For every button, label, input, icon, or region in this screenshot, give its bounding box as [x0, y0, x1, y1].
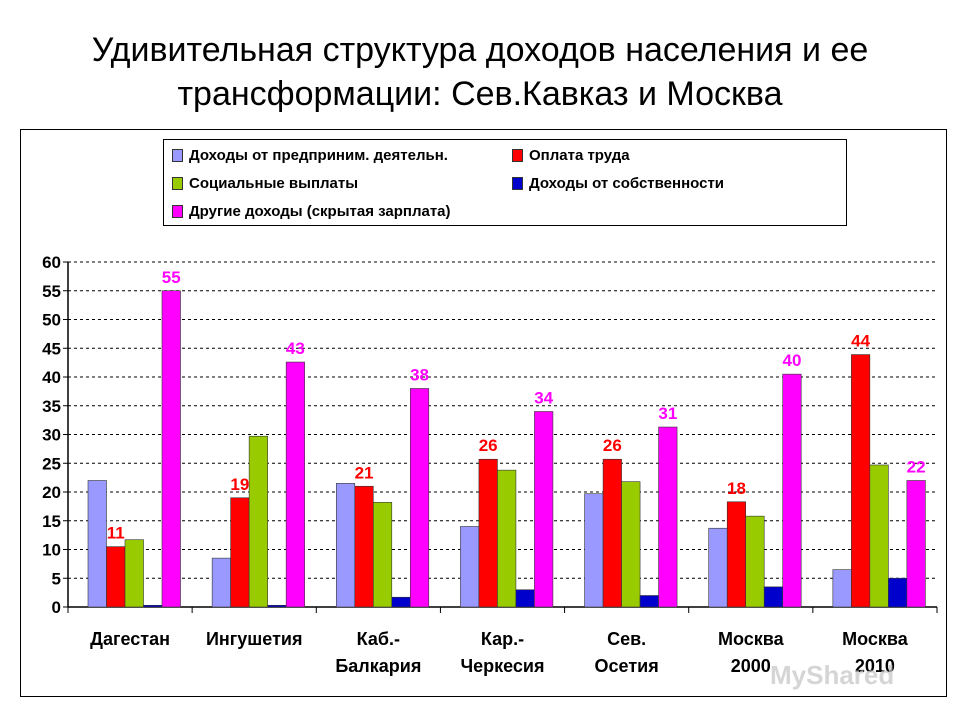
- title-line-2: трансформации: Сев.Кавказ и Москва: [177, 75, 783, 113]
- bar-other: [534, 411, 554, 608]
- bar-entrepreneurial: [832, 569, 852, 608]
- data-label-wages: 26: [479, 436, 498, 455]
- bar-other: [285, 361, 305, 608]
- category-label: Кар.-: [481, 629, 524, 649]
- y-tick-label: 55: [42, 282, 61, 301]
- slide-title: Удивительная структура доходов населения…: [0, 28, 960, 116]
- bar-social: [497, 469, 517, 608]
- category-label: Балкария: [335, 656, 421, 676]
- legend-label-entrepreneurial: Доходы от предприним. деятельн.: [189, 146, 448, 164]
- data-label-other: 38: [410, 366, 429, 385]
- bar-wages: [230, 497, 250, 608]
- category-label: Осетия: [595, 656, 659, 676]
- bar-wages: [851, 354, 871, 608]
- data-label-wages: 11: [107, 524, 125, 543]
- legend-item-other: Другие доходы (скрытая зарплата): [172, 201, 451, 221]
- data-label-other: 43: [286, 339, 305, 358]
- bar-property: [639, 595, 659, 608]
- bar-social: [248, 435, 268, 608]
- bar-other: [782, 373, 802, 608]
- legend-item-wages: Оплата труда: [512, 145, 630, 165]
- y-tick-label: 50: [42, 311, 61, 330]
- bar-social: [869, 464, 889, 608]
- category-label: 2000: [731, 656, 771, 676]
- bar-other: [161, 290, 181, 608]
- legend-item-entrepreneurial: Доходы от предприним. деятельн.: [172, 145, 448, 165]
- chart-legend: Доходы от предприним. деятельн. Оплата т…: [163, 139, 847, 226]
- y-tick-label: 25: [42, 454, 61, 473]
- bar-other: [906, 480, 926, 608]
- bar-entrepreneurial: [87, 480, 107, 608]
- data-label-other: 34: [534, 389, 553, 408]
- bar-property: [763, 586, 784, 608]
- bar-entrepreneurial: [584, 493, 604, 608]
- category-label: Черкесия: [460, 656, 544, 676]
- y-tick-label: 35: [42, 397, 61, 416]
- legend-label-social: Социальные выплаты: [189, 174, 359, 192]
- bar-entrepreneurial: [460, 526, 480, 608]
- legend-label-other: Другие доходы (скрытая зарплата): [189, 202, 451, 220]
- y-tick-label: 40: [42, 368, 61, 387]
- category-label: Сев.: [607, 629, 646, 649]
- legend-item-social: Социальные выплаты: [172, 173, 358, 193]
- data-label-wages: 18: [727, 479, 746, 498]
- y-tick-label: 0: [52, 598, 61, 617]
- bar-social: [621, 481, 641, 608]
- y-tick-label: 15: [42, 512, 61, 531]
- bar-wages: [478, 458, 498, 608]
- data-label-other: 31: [658, 404, 677, 423]
- category-label: Москва: [718, 629, 785, 649]
- bar-property: [515, 589, 535, 608]
- category-label: Москва: [842, 629, 909, 649]
- y-tick-label: 60: [42, 253, 61, 272]
- legend-label-property: Доходы от собственности: [529, 174, 725, 192]
- bar-social: [372, 502, 393, 608]
- y-tick-label: 20: [42, 483, 61, 502]
- data-label-other: 40: [783, 351, 802, 370]
- data-label-other: 55: [162, 268, 181, 287]
- bar-other: [658, 426, 678, 608]
- bar-wages: [726, 501, 747, 608]
- bar-property: [267, 604, 287, 608]
- legend-swatch-other: [172, 204, 183, 218]
- bar-entrepreneurial: [335, 483, 356, 608]
- bar-wages: [106, 546, 126, 608]
- legend-swatch-wages: [512, 148, 523, 162]
- watermark: MyShared: [770, 660, 895, 690]
- category-label: Каб.-: [357, 629, 400, 649]
- bar-wages: [354, 485, 374, 608]
- bar-social: [124, 539, 144, 608]
- legend-swatch-property: [512, 176, 523, 190]
- data-label-wages: 21: [355, 463, 374, 482]
- legend-label-wages: Оплата труда: [529, 146, 630, 164]
- bar-property: [143, 604, 163, 608]
- bar-entrepreneurial: [708, 527, 728, 608]
- y-tick-label: 45: [42, 339, 61, 358]
- title-line-1: Удивительная структура доходов населения…: [91, 31, 869, 69]
- category-label: 2010: [855, 656, 895, 676]
- bar-wages: [602, 458, 622, 608]
- category-label: Дагестан: [90, 629, 170, 649]
- bar-other: [409, 388, 430, 608]
- data-label-wages: 44: [851, 332, 870, 351]
- y-tick-label: 10: [42, 541, 61, 560]
- bar-social: [745, 515, 765, 608]
- data-label-other: 22: [907, 458, 926, 477]
- legend-swatch-social: [172, 176, 183, 190]
- y-tick-label: 5: [52, 569, 61, 588]
- data-label-wages: 19: [230, 475, 249, 494]
- bar-entrepreneurial: [211, 557, 231, 608]
- legend-swatch-entrepreneurial: [172, 148, 183, 162]
- legend-item-property: Доходы от собственности: [512, 173, 724, 193]
- bar-property: [391, 596, 411, 608]
- bar-property: [888, 577, 908, 608]
- data-label-wages: 26: [603, 436, 622, 455]
- category-label: Ингушетия: [206, 629, 302, 649]
- y-tick-label: 30: [42, 426, 61, 445]
